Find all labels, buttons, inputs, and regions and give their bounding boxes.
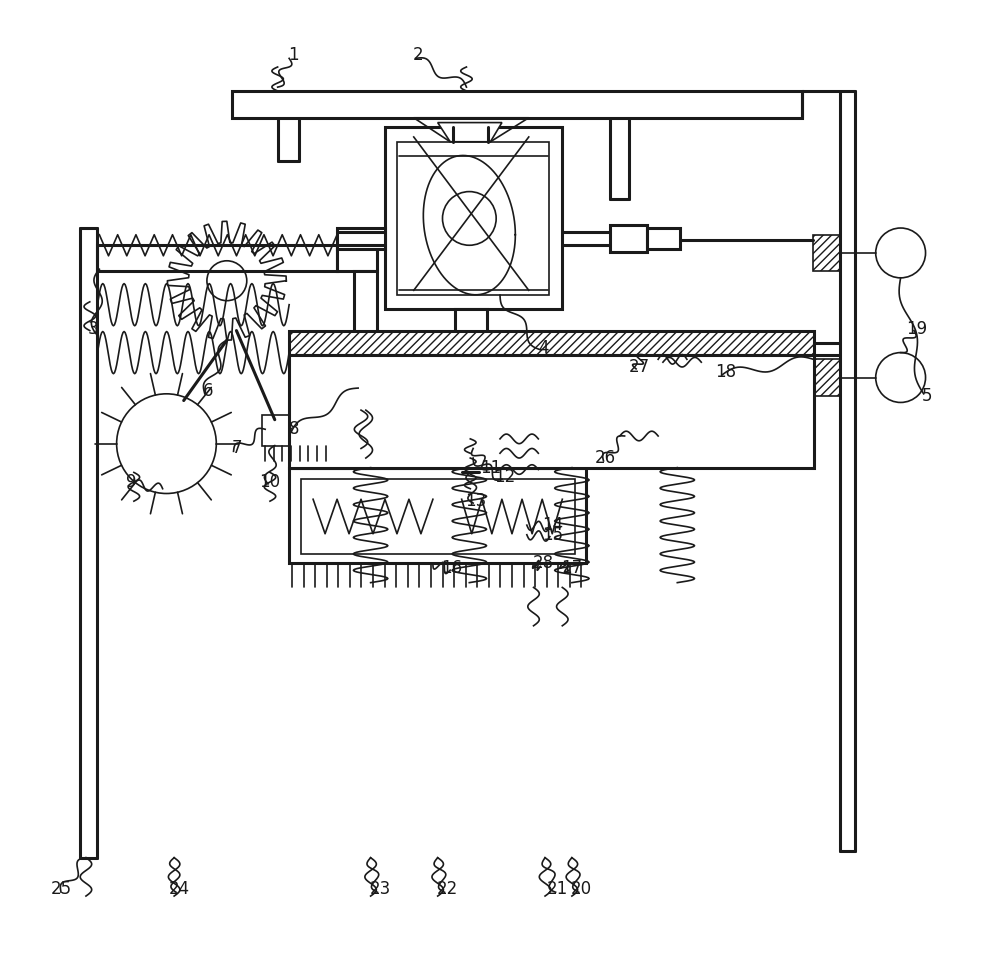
Bar xyxy=(337,245,377,271)
Bar xyxy=(289,468,586,564)
Bar xyxy=(354,271,377,348)
Text: 11: 11 xyxy=(480,459,501,476)
Text: 9: 9 xyxy=(126,473,136,491)
Bar xyxy=(289,355,814,468)
Text: 16: 16 xyxy=(442,559,463,577)
Text: 14: 14 xyxy=(542,516,563,534)
Text: 10: 10 xyxy=(259,473,281,491)
Text: 4: 4 xyxy=(538,338,548,357)
Text: 18: 18 xyxy=(715,362,736,381)
Text: 5: 5 xyxy=(921,387,932,405)
Text: 17: 17 xyxy=(561,559,582,577)
Text: 1: 1 xyxy=(289,46,299,65)
Bar xyxy=(97,245,337,271)
Polygon shape xyxy=(438,122,502,142)
Bar xyxy=(462,391,479,472)
Bar xyxy=(385,127,562,309)
Text: 19: 19 xyxy=(906,320,927,337)
Text: 3: 3 xyxy=(87,320,98,337)
Bar xyxy=(813,360,840,396)
Text: 26: 26 xyxy=(595,449,616,467)
Bar xyxy=(455,309,487,391)
Bar xyxy=(262,415,329,445)
Text: 8: 8 xyxy=(289,420,299,439)
Text: 12: 12 xyxy=(494,469,515,486)
Text: 25: 25 xyxy=(50,880,72,898)
Text: 21: 21 xyxy=(547,880,568,898)
Text: 28: 28 xyxy=(533,554,554,573)
Bar xyxy=(610,226,647,252)
Text: 15: 15 xyxy=(542,525,563,544)
Text: 7: 7 xyxy=(231,440,242,458)
Text: 2: 2 xyxy=(413,46,424,65)
Text: 23: 23 xyxy=(370,880,391,898)
Text: 6: 6 xyxy=(202,382,213,400)
Text: 27: 27 xyxy=(628,358,650,376)
Bar xyxy=(301,479,575,554)
Text: 20: 20 xyxy=(571,880,592,898)
Text: 24: 24 xyxy=(168,880,189,898)
Text: 22: 22 xyxy=(437,880,458,898)
Bar xyxy=(289,331,814,355)
Bar xyxy=(397,142,549,295)
Bar xyxy=(337,228,385,249)
Bar xyxy=(813,234,840,271)
Bar xyxy=(462,448,479,468)
Bar xyxy=(232,91,802,118)
Text: 13: 13 xyxy=(465,493,487,510)
Bar xyxy=(647,228,680,249)
